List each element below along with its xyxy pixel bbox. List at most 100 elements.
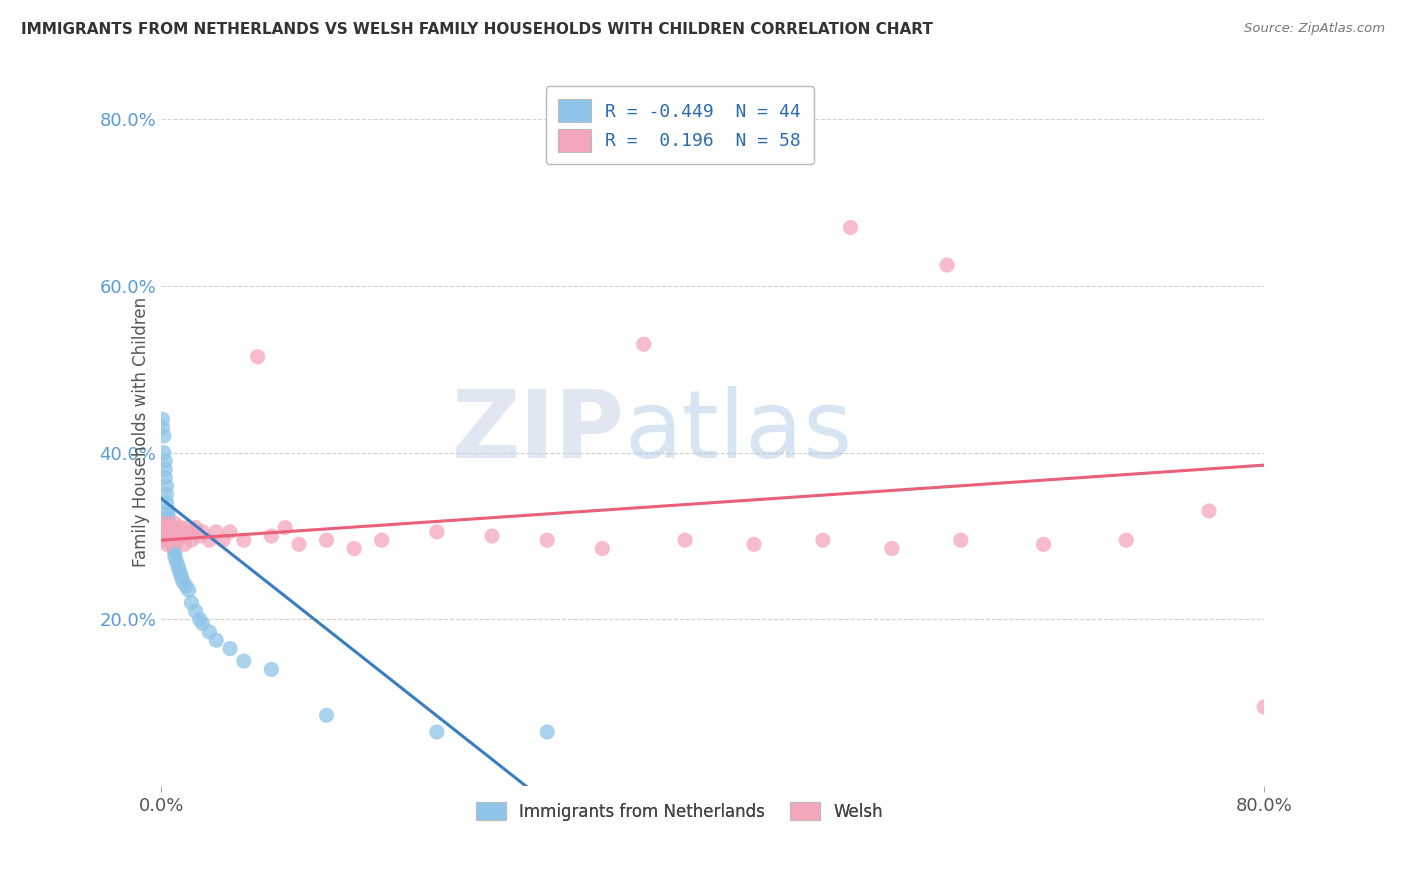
- Point: [191, 524, 214, 539]
- Point: [174, 579, 197, 593]
- Point: [153, 429, 176, 443]
- Point: [167, 524, 190, 539]
- Point: [1253, 700, 1275, 714]
- Point: [219, 524, 242, 539]
- Point: [162, 541, 184, 556]
- Point: [167, 562, 190, 576]
- Point: [180, 596, 202, 610]
- Point: [159, 529, 181, 543]
- Text: atlas: atlas: [624, 386, 852, 478]
- Point: [170, 529, 193, 543]
- Point: [246, 350, 269, 364]
- Point: [481, 529, 503, 543]
- Point: [153, 445, 176, 459]
- Point: [936, 258, 959, 272]
- Point: [169, 566, 191, 581]
- Point: [274, 521, 297, 535]
- Point: [315, 533, 337, 548]
- Point: [157, 516, 180, 531]
- Point: [288, 537, 311, 551]
- Point: [232, 654, 254, 668]
- Point: [157, 524, 180, 539]
- Point: [536, 725, 558, 739]
- Point: [157, 533, 180, 548]
- Point: [160, 533, 183, 548]
- Point: [152, 420, 174, 434]
- Point: [170, 571, 193, 585]
- Text: Source: ZipAtlas.com: Source: ZipAtlas.com: [1244, 22, 1385, 36]
- Point: [156, 487, 179, 501]
- Point: [184, 521, 207, 535]
- Point: [163, 549, 186, 564]
- Point: [162, 521, 184, 535]
- Point: [174, 529, 197, 543]
- Point: [232, 533, 254, 548]
- Text: IMMIGRANTS FROM NETHERLANDS VS WELSH FAMILY HOUSEHOLDS WITH CHILDREN CORRELATION: IMMIGRANTS FROM NETHERLANDS VS WELSH FAM…: [21, 22, 934, 37]
- Point: [152, 524, 174, 539]
- Point: [159, 529, 181, 543]
- Point: [159, 521, 181, 535]
- Point: [169, 521, 191, 535]
- Point: [156, 524, 179, 539]
- Point: [163, 516, 186, 531]
- Point: [160, 533, 183, 548]
- Point: [343, 541, 366, 556]
- Point: [205, 524, 228, 539]
- Point: [155, 470, 177, 484]
- Point: [1115, 533, 1137, 548]
- Point: [260, 529, 283, 543]
- Point: [1198, 504, 1220, 518]
- Point: [1032, 537, 1054, 551]
- Point: [191, 616, 214, 631]
- Point: [153, 521, 176, 535]
- Point: [172, 574, 194, 589]
- Point: [880, 541, 903, 556]
- Text: ZIP: ZIP: [451, 386, 624, 478]
- Point: [160, 533, 183, 548]
- Point: [188, 612, 211, 626]
- Point: [591, 541, 613, 556]
- Point: [426, 725, 449, 739]
- Point: [839, 220, 862, 235]
- Point: [172, 524, 194, 539]
- Point: [673, 533, 696, 548]
- Point: [153, 533, 176, 548]
- Point: [426, 524, 449, 539]
- Point: [166, 558, 188, 573]
- Point: [156, 537, 179, 551]
- Point: [177, 524, 200, 539]
- Point: [157, 521, 180, 535]
- Point: [219, 641, 242, 656]
- Point: [165, 529, 187, 543]
- Point: [160, 524, 183, 539]
- Point: [162, 529, 184, 543]
- Point: [155, 454, 177, 468]
- Point: [165, 521, 187, 535]
- Point: [165, 554, 187, 568]
- Point: [742, 537, 765, 551]
- Point: [198, 624, 221, 639]
- Point: [156, 508, 179, 523]
- Point: [155, 524, 177, 539]
- Point: [177, 583, 200, 598]
- Point: [163, 546, 186, 560]
- Point: [156, 529, 179, 543]
- Point: [156, 504, 179, 518]
- Point: [152, 412, 174, 426]
- Point: [205, 633, 228, 648]
- Point: [156, 521, 179, 535]
- Point: [536, 533, 558, 548]
- Point: [184, 604, 207, 618]
- Point: [370, 533, 392, 548]
- Point: [155, 462, 177, 476]
- Point: [315, 708, 337, 723]
- Point: [173, 537, 195, 551]
- Point: [156, 496, 179, 510]
- Point: [811, 533, 834, 548]
- Point: [188, 529, 211, 543]
- Point: [180, 533, 202, 548]
- Point: [949, 533, 972, 548]
- Point: [157, 521, 180, 535]
- Point: [166, 533, 188, 548]
- Legend: Immigrants from Netherlands, Welsh: Immigrants from Netherlands, Welsh: [470, 796, 890, 828]
